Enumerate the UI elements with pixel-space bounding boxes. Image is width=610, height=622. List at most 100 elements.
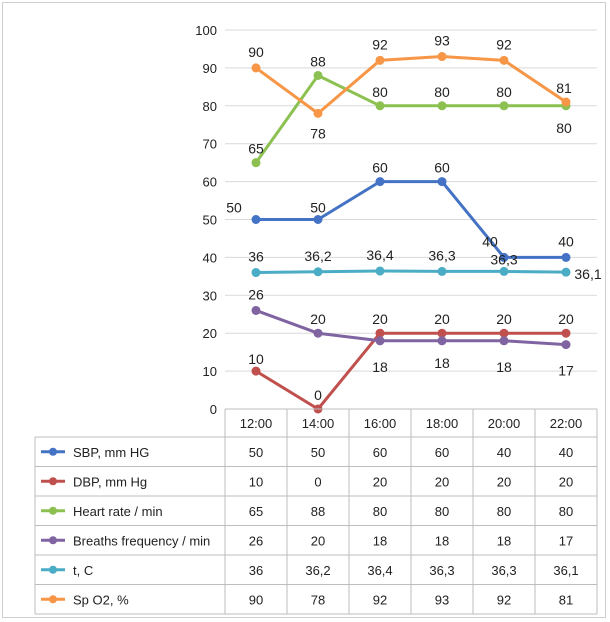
legend-key-marker — [49, 565, 57, 574]
table-cell: 20 — [497, 474, 511, 489]
table-cell: 60 — [373, 445, 387, 460]
y-tick-label: 50 — [203, 213, 217, 228]
table-cell: 36,3 — [491, 563, 516, 578]
data-point — [375, 266, 385, 276]
data-label: 20 — [372, 311, 388, 327]
y-tick-label: 70 — [203, 137, 217, 152]
data-point — [561, 267, 571, 277]
series-line — [255, 269, 567, 275]
data-label: 50 — [226, 200, 242, 216]
data-point — [251, 366, 261, 376]
y-tick-label: 10 — [203, 364, 217, 379]
y-tick-label: 60 — [203, 175, 217, 190]
table-cell: 36,1 — [553, 563, 578, 578]
table-cell: 90 — [249, 592, 263, 607]
data-point — [251, 63, 261, 73]
y-tick-label: 100 — [195, 23, 217, 38]
table-cell: 40 — [497, 445, 511, 460]
data-label: 36,3 — [428, 247, 455, 263]
data-label: 36,4 — [366, 247, 393, 263]
series-line — [255, 331, 566, 411]
legend-entry: DBP, mm Hg — [73, 474, 147, 489]
data-label: 20 — [496, 311, 512, 327]
table-cell: 36,4 — [367, 563, 392, 578]
table-cell: 20 — [311, 533, 325, 548]
table-cell: 50 — [311, 445, 325, 460]
table-cell: 20 — [373, 474, 387, 489]
data-label: 80 — [434, 84, 450, 100]
data-label: 40 — [482, 233, 498, 249]
data-point — [561, 328, 571, 338]
table-cell: 36,3 — [429, 563, 454, 578]
data-point — [375, 101, 385, 111]
x-tick-label: 16:00 — [364, 416, 397, 431]
data-point — [499, 328, 509, 338]
table-cell: 50 — [249, 445, 263, 460]
table-cell: 80 — [497, 504, 511, 519]
table-cell: 92 — [373, 592, 387, 607]
data-label: 20 — [558, 311, 574, 327]
data-label: 60 — [434, 160, 450, 176]
table-cell: 80 — [435, 504, 449, 519]
data-label: 60 — [372, 160, 388, 176]
data-label: 20 — [310, 311, 326, 327]
data-point — [313, 328, 323, 338]
data-point — [251, 158, 261, 168]
table-cell: 18 — [497, 533, 511, 548]
data-label: 80 — [496, 84, 512, 100]
table-cell: 60 — [435, 445, 449, 460]
data-label: 65 — [248, 141, 264, 157]
data-table: 12:00 14:00 16:00 18:00 20:00 22:00 SBP, mm HG… — [34, 408, 598, 615]
data-point — [499, 101, 509, 111]
data-point — [375, 55, 385, 65]
data-point — [313, 267, 323, 277]
table-cell: 93 — [435, 592, 449, 607]
data-point — [313, 70, 323, 80]
x-tick-label: 18:00 — [426, 416, 459, 431]
data-label: 10 — [248, 351, 264, 367]
series-line — [255, 309, 567, 347]
series-line — [254, 73, 566, 164]
legend-key-marker — [49, 477, 57, 486]
data-point — [251, 268, 261, 278]
x-tick-label: 20:00 — [488, 416, 521, 431]
data-label: 92 — [372, 36, 388, 52]
legend-key-marker — [49, 595, 57, 604]
data-point — [499, 266, 509, 276]
series-line — [255, 55, 567, 115]
x-tick-label: 22:00 — [550, 416, 583, 431]
data-point — [499, 55, 509, 65]
y-tick-label: 0 — [210, 402, 217, 417]
table-cell: 80 — [373, 504, 387, 519]
y-tick-label: 90 — [203, 61, 217, 76]
table-cell: 92 — [497, 592, 511, 607]
table-cell: 20 — [435, 474, 449, 489]
data-label: 18 — [496, 359, 512, 375]
data-label: 81 — [556, 80, 572, 96]
data-point — [561, 97, 571, 107]
data-label: 36,2 — [304, 248, 331, 264]
x-tick-label: 12:00 — [240, 416, 273, 431]
data-point — [375, 177, 385, 187]
data-label: 92 — [496, 36, 512, 52]
data-point — [437, 101, 447, 111]
data-point — [375, 328, 385, 338]
y-tick-label: 40 — [203, 250, 217, 265]
data-label: 80 — [556, 120, 572, 136]
y-tick-label: 20 — [203, 326, 217, 341]
data-label: 20 — [434, 311, 450, 327]
data-point — [437, 52, 447, 62]
table-cell: 26 — [249, 533, 263, 548]
data-label: 78 — [310, 125, 326, 141]
legend-entry: Sp O2, % — [73, 592, 129, 607]
table-cell: 20 — [559, 474, 573, 489]
table-cell: 17 — [559, 533, 573, 548]
table-cell: 18 — [435, 533, 449, 548]
series-points — [251, 52, 571, 414]
data-label: 50 — [310, 200, 326, 216]
data-point — [313, 108, 323, 118]
table-cell: 18 — [373, 533, 387, 548]
table-cell: 80 — [559, 504, 573, 519]
